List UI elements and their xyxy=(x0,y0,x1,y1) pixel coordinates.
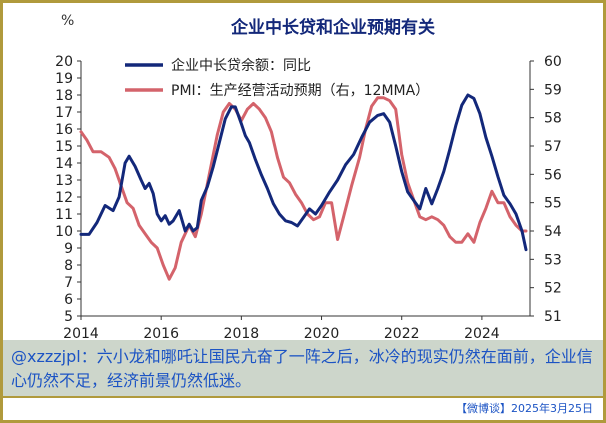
left-axis-unit: % xyxy=(61,13,74,29)
left-tick-label: 12 xyxy=(55,190,73,206)
right-tick-label: 60 xyxy=(544,54,562,70)
left-tick-label: 15 xyxy=(55,139,73,155)
legend-label-loan: 企业中长贷余额：同比 xyxy=(171,57,311,74)
right-tick-label: 52 xyxy=(544,281,562,297)
right-tick-label: 58 xyxy=(544,111,562,127)
x-tick-label: 2018 xyxy=(224,326,260,342)
x-tick-label: 2024 xyxy=(464,326,500,342)
right-tick-label: 51 xyxy=(544,309,562,325)
x-tick-label: 2020 xyxy=(304,326,340,342)
legend-label-pmi: PMI：生产经营活动预期（右，12MMA） xyxy=(171,83,429,99)
legend: 企业中长贷余额：同比 PMI：生产经营活动预期（右，12MMA） xyxy=(125,57,429,99)
right-tick-label: 55 xyxy=(544,196,562,212)
axes: 5678910111213141516171819205152535455565… xyxy=(55,54,562,342)
divider xyxy=(3,396,603,398)
left-tick-label: 7 xyxy=(64,275,73,291)
right-tick-label: 59 xyxy=(544,82,562,98)
chart-title: 企业中长贷和企业预期有关 xyxy=(230,17,435,38)
left-tick-label: 11 xyxy=(55,207,73,223)
chart: 企业中长贷和企业预期有关 % 5678910111213141516171819… xyxy=(55,13,562,342)
left-tick-label: 10 xyxy=(55,224,73,240)
left-tick-label: 5 xyxy=(64,309,73,325)
right-tick-label: 53 xyxy=(544,252,562,268)
left-tick-label: 20 xyxy=(55,54,73,70)
series-line-pmi xyxy=(79,96,528,281)
weibo-comment: @xzzzjpl：六小龙和哪吒让国民亢奋了一阵之后，冰冷的现实仍然在面前，企业信… xyxy=(3,340,603,396)
left-tick-label: 18 xyxy=(55,88,73,104)
footer-source: 【微博谈】2025年3月25日 xyxy=(3,398,603,420)
right-tick-label: 57 xyxy=(544,139,562,155)
x-tick-label: 2014 xyxy=(63,326,99,342)
x-tick-label: 2016 xyxy=(143,326,179,342)
left-tick-label: 14 xyxy=(55,156,73,172)
left-tick-label: 9 xyxy=(64,241,73,257)
right-tick-label: 54 xyxy=(544,224,562,240)
x-tick-label: 2022 xyxy=(384,326,420,342)
left-tick-label: 16 xyxy=(55,122,73,138)
left-tick-label: 8 xyxy=(64,258,73,274)
left-tick-label: 17 xyxy=(55,105,73,121)
left-tick-label: 19 xyxy=(55,71,73,87)
left-tick-label: 6 xyxy=(64,292,73,308)
left-tick-label: 13 xyxy=(55,173,73,189)
series-layer xyxy=(79,93,528,281)
series-line-loan xyxy=(79,93,528,252)
right-tick-label: 56 xyxy=(544,167,562,183)
